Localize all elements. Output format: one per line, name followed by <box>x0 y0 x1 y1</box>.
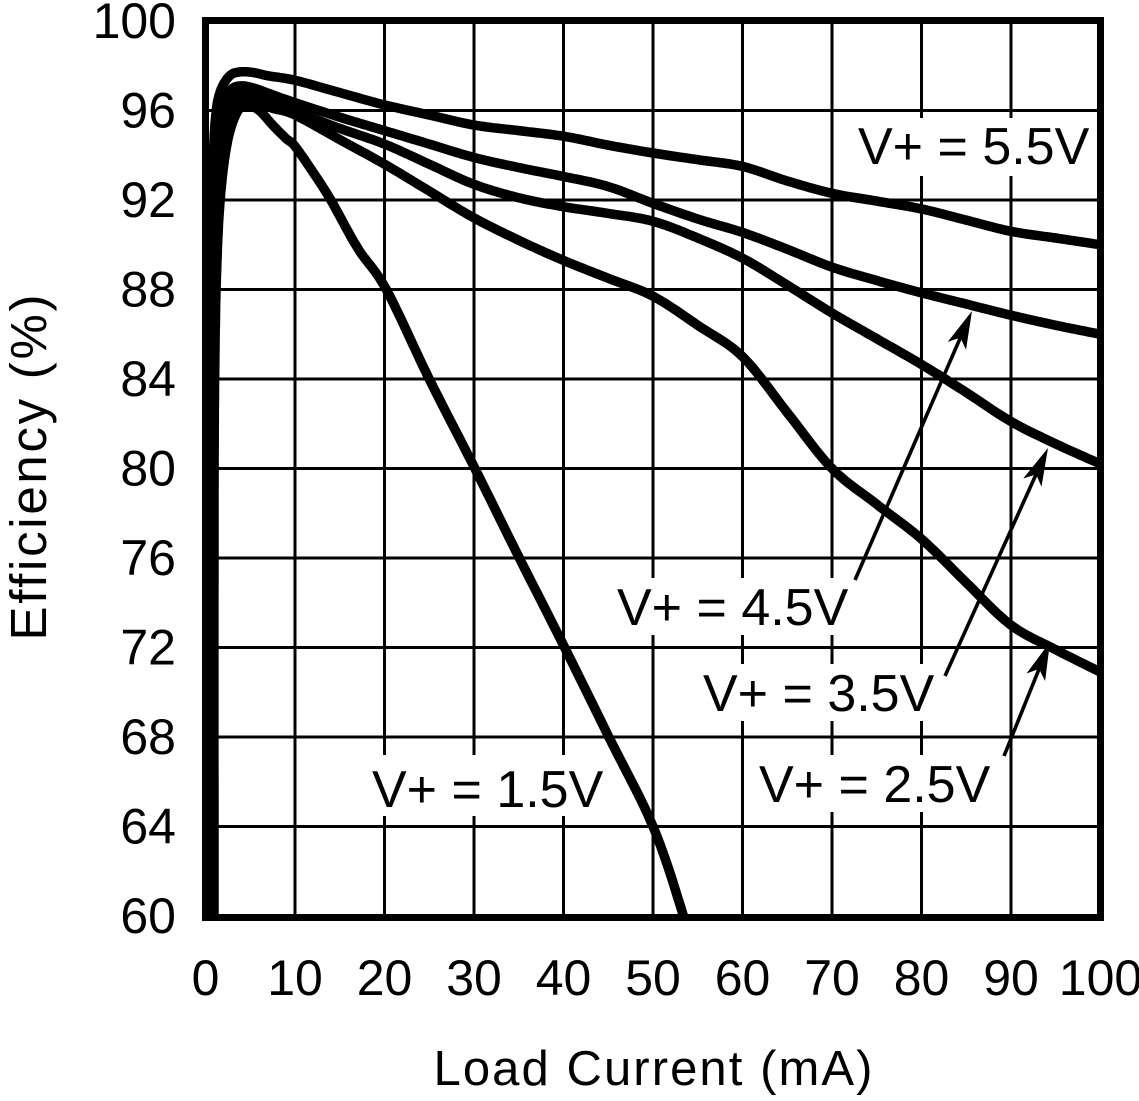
svg-text:20: 20 <box>357 950 413 1006</box>
svg-text:30: 30 <box>446 950 502 1006</box>
svg-text:40: 40 <box>536 950 592 1006</box>
svg-text:64: 64 <box>120 799 176 855</box>
svg-text:60: 60 <box>715 950 771 1006</box>
svg-text:60: 60 <box>120 888 176 944</box>
svg-text:10: 10 <box>267 950 323 1006</box>
svg-text:V+ = 4.5V: V+ = 4.5V <box>617 579 849 637</box>
svg-text:V+ = 2.5V: V+ = 2.5V <box>759 756 991 814</box>
svg-text:V+ = 5.5V: V+ = 5.5V <box>858 118 1090 176</box>
svg-text:72: 72 <box>120 620 176 676</box>
svg-text:88: 88 <box>120 262 176 318</box>
svg-text:100: 100 <box>1059 950 1139 1006</box>
svg-text:96: 96 <box>120 83 176 139</box>
svg-text:92: 92 <box>120 172 176 228</box>
svg-text:76: 76 <box>120 530 176 586</box>
svg-text:68: 68 <box>120 709 176 765</box>
svg-text:80: 80 <box>894 950 950 1006</box>
svg-text:100: 100 <box>93 0 176 49</box>
svg-text:84: 84 <box>120 351 176 407</box>
svg-text:Load Current (mA): Load Current (mA) <box>434 1042 873 1096</box>
svg-text:50: 50 <box>625 950 681 1006</box>
svg-text:Efficiency (%): Efficiency (%) <box>0 295 57 641</box>
svg-text:0: 0 <box>192 950 220 1006</box>
svg-text:80: 80 <box>120 441 176 497</box>
svg-text:V+ = 1.5V: V+ = 1.5V <box>372 761 604 819</box>
svg-text:V+ = 3.5V: V+ = 3.5V <box>703 665 935 723</box>
svg-text:70: 70 <box>804 950 860 1006</box>
svg-text:90: 90 <box>983 950 1039 1006</box>
